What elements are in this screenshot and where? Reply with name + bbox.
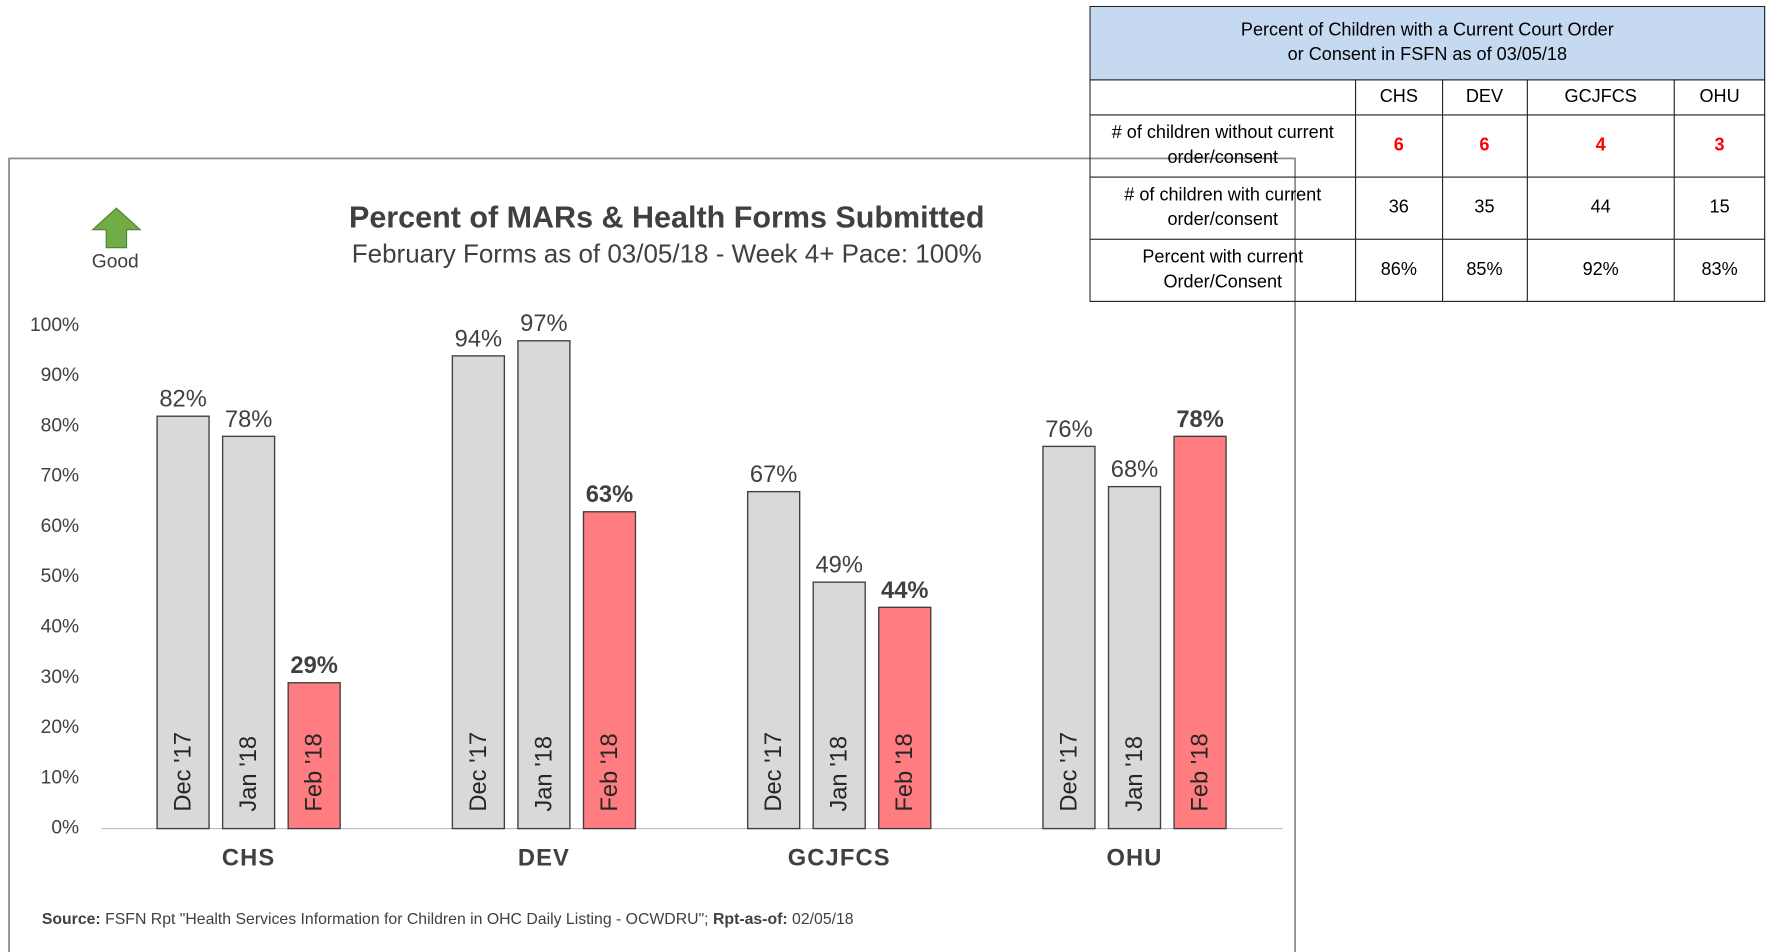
series-name: Dec '17 (466, 732, 492, 812)
bar (746, 490, 801, 830)
table-cell: 6 (1354, 114, 1443, 178)
y-tick-label: 20% (41, 717, 79, 738)
x-tick-label: DEV (518, 845, 570, 871)
bar (156, 415, 210, 830)
bar (221, 435, 276, 830)
series-name: Dec '17 (1056, 732, 1082, 812)
series-name: Jan '18 (1122, 736, 1148, 812)
series-name: Jan '18 (531, 736, 557, 812)
series-name: Dec '17 (761, 732, 787, 812)
x-tick-label: GCJFCS (788, 845, 891, 871)
table-cell: 36 (1354, 176, 1443, 240)
x-tick-label: OHU (1106, 845, 1162, 871)
y-tick-label: 0% (51, 818, 79, 839)
good-arrow (91, 207, 142, 249)
title-line: Percent of Children with a Current Court… (1240, 20, 1614, 40)
value-label: 67% (750, 462, 797, 488)
y-tick-label: 100% (30, 315, 79, 336)
table-cell: # of children without current order/cons… (1089, 114, 1357, 178)
title-line: or Consent in FSFN as of 03/05/18 (1287, 45, 1568, 65)
indicator-label: Good (92, 251, 139, 272)
value-label: 76% (1045, 417, 1092, 443)
table-cell: 4 (1526, 114, 1676, 178)
value-label: 44% (881, 578, 928, 604)
source: Source: FSFN Rpt "Health Services Inform… (42, 911, 854, 928)
series-name: Feb '18 (302, 733, 328, 811)
chart-subtitle: February Forms as of 03/05/18 - Week 4+ … (352, 238, 982, 268)
y-tick-label: 50% (41, 566, 79, 587)
table-cell: GCJFCS (1526, 79, 1676, 116)
table: Percent of Children with a Current Court… (1089, 5, 1766, 302)
bar (582, 511, 637, 830)
value-label: 29% (290, 653, 337, 679)
value-label: 78% (225, 407, 272, 433)
value-label: 82% (159, 387, 206, 413)
table-row: # of children without current order/cons… (1089, 114, 1766, 178)
y-tick-label: 70% (41, 466, 79, 487)
series-name: Jan '18 (236, 736, 262, 812)
table-cell: DEV (1441, 79, 1528, 116)
table-cell: 83% (1673, 238, 1766, 302)
table-row: CHS DEV GCJFCS OHU (1089, 79, 1766, 116)
table-row: # of children with current order/consent… (1089, 176, 1766, 240)
series-name: Feb '18 (1187, 733, 1213, 811)
table-cell: # of children with current order/consent (1089, 176, 1357, 240)
table-cell: 15 (1673, 176, 1766, 240)
corner-cell (1089, 79, 1357, 116)
table-cell: 44 (1526, 176, 1676, 240)
bar (1107, 485, 1162, 830)
y-tick-label: 60% (41, 516, 79, 537)
table-cell: 3 (1673, 114, 1766, 178)
bar (287, 682, 341, 830)
table-cell: CHS (1354, 79, 1443, 116)
table-cell: 86% (1354, 238, 1443, 302)
table-cell: 35 (1441, 176, 1528, 240)
bar (1173, 435, 1227, 830)
table-cell: Percent with current Order/Consent (1089, 238, 1357, 302)
table-container: Percent of Children with a Current Court… (1089, 5, 1767, 302)
series-name: Dec '17 (170, 732, 196, 812)
table-cell: OHU (1673, 79, 1766, 116)
y-tick-label: 90% (41, 365, 79, 386)
series-name: Jan '18 (827, 736, 853, 812)
bar (1042, 445, 1096, 830)
y-tick-label: 10% (41, 767, 79, 788)
value-label: 49% (815, 553, 862, 579)
value-label: 94% (455, 326, 502, 352)
y-tick-label: 30% (41, 667, 79, 688)
series-name: Feb '18 (597, 733, 623, 811)
value-label: 97% (520, 311, 567, 337)
source-label: Source: (42, 911, 101, 928)
value-label: 78% (1176, 407, 1223, 433)
table-title: Percent of Children with a Current Court… (1089, 5, 1766, 81)
value-label: 68% (1111, 457, 1158, 483)
bar (451, 355, 506, 830)
y-tick-label: 80% (41, 415, 79, 436)
table-cell: 92% (1526, 238, 1676, 302)
bar (517, 340, 571, 830)
table-cell: 6 (1441, 114, 1528, 178)
bar (812, 581, 866, 830)
y-tick-label: 40% (41, 617, 79, 638)
date-label: Rpt-as-of: (713, 911, 788, 928)
series-name: Feb '18 (892, 733, 918, 811)
x-tick-label: CHS (222, 845, 275, 871)
bar (878, 606, 932, 830)
table-cell: 85% (1441, 238, 1528, 302)
source-text: FSFN Rpt "Health Services Information fo… (105, 911, 708, 928)
table-row: Percent with current Order/Consent 86% 85%… (1089, 238, 1766, 302)
value-label: 63% (586, 482, 633, 508)
chart-title: Percent of MARs & Health Forms Submitted (349, 201, 984, 235)
date: 02/05/18 (792, 911, 854, 928)
table-wrap: Percent of Children with a Current Court… (1089, 5, 1767, 302)
